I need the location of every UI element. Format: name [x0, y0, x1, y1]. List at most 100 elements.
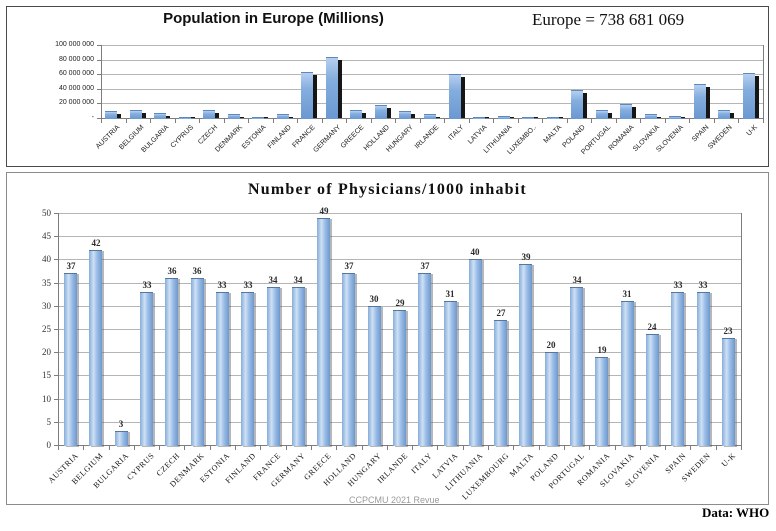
plot-right-border — [763, 45, 764, 118]
y-axis-tick — [54, 283, 58, 284]
bar-value-label: 3 — [118, 419, 124, 429]
x-axis-tick — [463, 446, 464, 450]
x-axis-tick — [346, 119, 347, 123]
x-axis-tick — [126, 119, 127, 123]
bar-value-label: 34 — [572, 275, 582, 285]
y-axis-label: 30 — [42, 301, 51, 311]
bar-value-label: 30 — [369, 294, 379, 304]
bar-value-label: 29 — [395, 298, 405, 308]
bar — [252, 117, 264, 119]
gridline — [101, 103, 763, 104]
bar-shadow — [755, 76, 759, 118]
x-axis-tick — [564, 446, 565, 450]
bar — [277, 114, 289, 119]
bar — [671, 292, 684, 446]
x-axis-tick — [640, 446, 641, 450]
x-axis-tick — [371, 119, 372, 123]
x-axis-tick — [150, 119, 151, 123]
x-axis-label: AUSTRIA — [94, 124, 121, 151]
bar — [191, 278, 204, 446]
x-axis-tick — [741, 446, 742, 450]
bar-value-label: 31 — [445, 289, 455, 299]
x-axis-tick — [665, 119, 666, 123]
bar-value-label: 40 — [470, 247, 480, 257]
x-axis-tick — [134, 446, 135, 450]
bar-value-label: 31 — [622, 289, 632, 299]
bar-shadow — [240, 117, 244, 118]
x-axis-label: SWEDEN — [707, 124, 734, 151]
bar — [547, 117, 559, 119]
y-axis-tick — [97, 45, 101, 46]
gridline — [101, 89, 763, 90]
y-axis-label: 20 — [42, 347, 51, 357]
x-axis-label: LUXEMBOURG — [459, 451, 511, 502]
y-axis-tick — [97, 74, 101, 75]
gridline — [101, 74, 763, 75]
x-axis-tick — [513, 446, 514, 450]
x-axis-tick — [297, 119, 298, 123]
bar — [89, 250, 102, 446]
x-axis-tick — [199, 119, 200, 123]
y-axis-label: 10 — [42, 394, 51, 404]
bar-shadow — [706, 87, 710, 118]
bar-value-label: 33 — [698, 280, 708, 290]
x-axis-tick — [589, 446, 590, 450]
bar-value-label: 33 — [142, 280, 152, 290]
population-chart-title: Population in Europe (Millions) — [163, 10, 384, 27]
x-axis-tick — [420, 119, 421, 123]
physicians-chart-title: Number of Physicians/1000 inhabit — [248, 181, 527, 198]
bar — [130, 110, 142, 119]
bar-value-label: 33 — [673, 280, 683, 290]
bar-shadow — [559, 117, 563, 118]
x-axis-tick — [488, 446, 489, 450]
x-axis-tick — [101, 119, 102, 123]
x-axis-tick — [542, 119, 543, 123]
bar — [621, 301, 634, 446]
bar — [669, 116, 681, 119]
x-axis-label: U-K — [745, 124, 759, 138]
y-axis-label: 60 000 000 — [58, 70, 94, 77]
bar-shadow — [411, 114, 415, 118]
y-axis-tick — [97, 103, 101, 104]
x-axis-tick — [260, 446, 261, 450]
bar — [743, 73, 755, 119]
x-axis-tick — [518, 119, 519, 123]
x-axis-label: ESTONIA — [241, 124, 268, 151]
x-axis-tick — [235, 446, 236, 450]
bar — [350, 110, 362, 119]
bar-value-label: 36 — [167, 266, 177, 276]
bar-shadow — [313, 75, 317, 118]
y-axis-tick — [54, 422, 58, 423]
y-axis-tick — [97, 89, 101, 90]
y-axis-label: 50 — [42, 208, 51, 218]
bar — [449, 74, 461, 119]
y-axis-label: 45 — [42, 231, 51, 241]
x-axis-tick — [336, 446, 337, 450]
x-axis-label: FINLAND — [266, 124, 293, 151]
bar — [267, 287, 280, 446]
x-axis-tick — [640, 119, 641, 123]
y-axis-label: 80 000 000 — [58, 56, 94, 63]
bar — [570, 287, 583, 446]
y-axis-tick — [54, 445, 58, 446]
bar — [165, 278, 178, 446]
x-axis-label: CZECH — [196, 124, 219, 147]
y-axis-tick — [54, 399, 58, 400]
bar-value-label: 42 — [91, 238, 101, 248]
y-axis-label: 0 — [46, 440, 52, 450]
bar — [203, 110, 215, 119]
population-chart-panel: Population in Europe (Millions) Europe =… — [6, 6, 769, 167]
y-axis-tick — [97, 118, 101, 119]
x-axis-label: ITALY — [409, 451, 435, 476]
x-axis-label: MALTA — [542, 124, 563, 145]
bar-shadow — [461, 77, 465, 118]
y-axis-label: 20 000 000 — [58, 99, 94, 106]
bar — [645, 114, 657, 119]
bar-shadow — [534, 117, 538, 118]
bar-shadow — [338, 60, 342, 118]
bar-shadow — [681, 117, 685, 118]
bar-shadow — [191, 117, 195, 118]
gridline — [58, 306, 741, 307]
bar-shadow — [730, 113, 734, 118]
x-axis-tick — [437, 446, 438, 450]
